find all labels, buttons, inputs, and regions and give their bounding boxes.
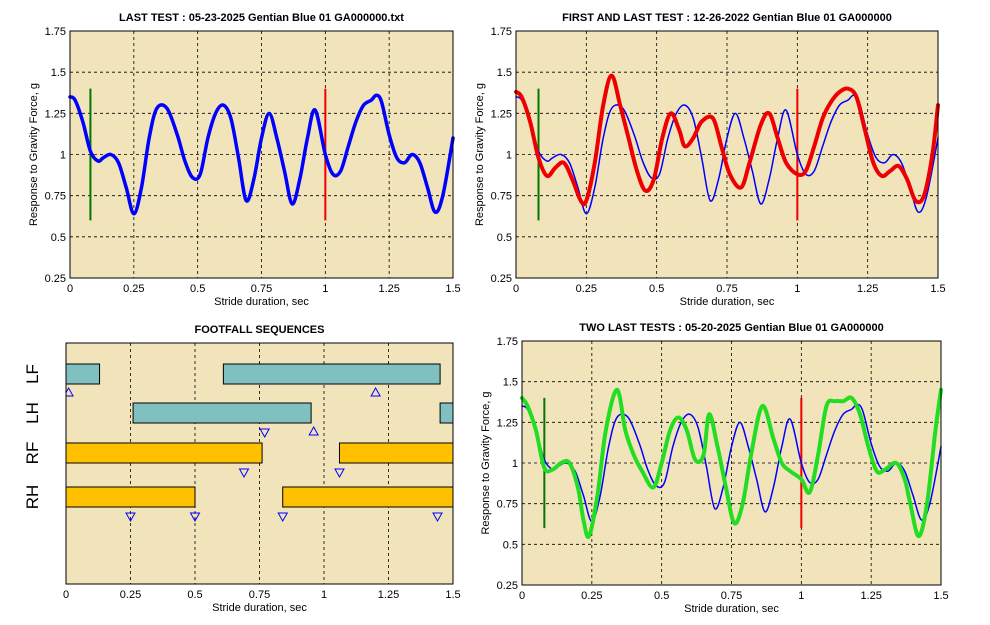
footfall-bar <box>439 402 453 424</box>
footfall-event-triangle <box>334 468 345 479</box>
chart-last_test: LAST TEST : 05-23-2025 Gentian Blue 01 G… <box>28 12 461 308</box>
x-tick-label: 0 <box>519 590 525 602</box>
footfall-event-triangle <box>125 512 136 523</box>
y-axis-label: Response to Gravity Force, g <box>474 83 486 226</box>
y-tick-label: 1 <box>506 150 512 162</box>
series-line-0 <box>521 403 942 523</box>
footfall-bars <box>66 363 453 523</box>
x-tick-label: 1.25 <box>857 283 878 295</box>
y-tick-label: 1.5 <box>497 67 512 79</box>
footfall-event-triangle <box>432 512 443 523</box>
footfall-bar <box>66 363 101 385</box>
x-tick-label: 0 <box>513 283 519 295</box>
chart-first_and_last: FIRST AND LAST TEST : 12-26-2022 Gentian… <box>474 12 946 308</box>
x-tick-label: 1.25 <box>378 283 399 295</box>
series-line-0 <box>68 93 455 216</box>
series-line-1 <box>514 73 940 207</box>
footfall-bar <box>66 442 263 464</box>
footfall-bar <box>282 486 453 508</box>
x-axis-label: Stride duration, sec <box>212 602 307 614</box>
y-tick-label: 0.25 <box>497 580 518 592</box>
chart-title: FOOTFALL SEQUENCES <box>195 324 325 336</box>
y-tick-label: 1.25 <box>491 108 512 120</box>
x-tick-label: 0.5 <box>190 283 205 295</box>
plot-border <box>65 342 454 585</box>
chart-footfall: FOOTFALL SEQUENCES 0 0.25 0.5 0.75 1 1.25 1.5 St… <box>23 324 461 614</box>
y-tick-label: 0.5 <box>503 539 518 551</box>
y-tick-label: 0.5 <box>497 232 512 244</box>
y-tick-label: 0.75 <box>45 191 66 203</box>
plot-border <box>515 30 939 279</box>
footfall-event-triangle <box>238 468 250 479</box>
y-tick-label: 1.25 <box>497 417 518 429</box>
y-tick-label: 1.75 <box>497 336 518 348</box>
y-tick-label: 1.25 <box>45 108 66 120</box>
plot-border <box>521 340 942 586</box>
chart-title: FIRST AND LAST TEST : 12-26-2022 Gentian… <box>562 12 892 24</box>
x-tick-label: 0.75 <box>716 283 737 295</box>
footfall-row-label: LF <box>23 364 42 384</box>
y-tick-label: 1 <box>512 458 518 470</box>
y-tick-label: 0.75 <box>497 499 518 511</box>
y-tick-label: 0.75 <box>491 191 512 203</box>
x-tick-label: 0 <box>63 589 69 601</box>
x-tick-label: 1.5 <box>445 589 460 601</box>
y-tick-label: 1 <box>60 150 66 162</box>
footfall-row-label: RF <box>23 442 42 465</box>
chart-title: TWO LAST TESTS : 05-20-2025 Gentian Blue… <box>579 322 883 334</box>
x-tick-label: 0.75 <box>249 589 270 601</box>
x-axis-label: Stride duration, sec <box>680 296 775 308</box>
plot-border <box>69 30 454 279</box>
x-tick-label: 0.25 <box>576 283 597 295</box>
x-axis-label: Stride duration, sec <box>684 603 779 615</box>
x-tick-label: 1 <box>322 283 328 295</box>
y-tick-label: 1.75 <box>45 26 66 38</box>
x-tick-label: 1.5 <box>933 590 948 602</box>
y-tick-label: 0.5 <box>51 232 66 244</box>
x-tick-label: 1 <box>321 589 327 601</box>
x-tick-label: 1 <box>794 283 800 295</box>
footfall-bar <box>66 486 196 508</box>
y-tick-label: 1.5 <box>51 67 66 79</box>
x-tick-label: 1.5 <box>445 283 460 295</box>
footfall-row-label: RH <box>23 485 42 510</box>
series-line-1 <box>520 387 943 540</box>
x-tick-label: 1 <box>798 590 804 602</box>
y-axis-label: Response to Gravity Force, g <box>28 83 40 226</box>
x-axis-label: Stride duration, sec <box>214 296 309 308</box>
x-tick-label: 0.25 <box>120 589 141 601</box>
x-tick-label: 0 <box>67 283 73 295</box>
chart-title: LAST TEST : 05-23-2025 Gentian Blue 01 G… <box>119 12 404 24</box>
footfall-event-triangle <box>308 425 320 436</box>
y-tick-label: 1.75 <box>491 26 512 38</box>
x-tick-label: 0.75 <box>721 590 742 602</box>
x-tick-label: 0.25 <box>581 590 602 602</box>
footfall-bar <box>222 363 441 385</box>
y-tick-label: 0.25 <box>491 273 512 285</box>
x-tick-label: 0.5 <box>649 283 664 295</box>
footfall-event-triangle <box>370 386 381 397</box>
x-tick-label: 0.75 <box>251 283 272 295</box>
x-tick-label: 0.5 <box>654 590 669 602</box>
y-axis-label: Response to Gravity Force, g <box>480 391 492 534</box>
footfall-bar <box>338 442 453 464</box>
footfall-row-label: LH <box>23 402 42 424</box>
x-tick-label: 1.25 <box>378 589 399 601</box>
footfall-bar <box>132 402 312 424</box>
chart-two_last: TWO LAST TESTS : 05-20-2025 Gentian Blue… <box>480 322 949 615</box>
footfall-event-triangle <box>277 512 289 523</box>
x-tick-label: 1.25 <box>860 590 881 602</box>
x-tick-label: 0.5 <box>187 589 202 601</box>
y-tick-label: 0.25 <box>45 273 66 285</box>
footfall-event-triangle <box>259 428 271 439</box>
x-tick-label: 1.5 <box>930 283 945 295</box>
y-tick-label: 1.5 <box>503 377 518 389</box>
footfall-event-triangle <box>189 512 201 523</box>
x-tick-label: 0.25 <box>123 283 144 295</box>
